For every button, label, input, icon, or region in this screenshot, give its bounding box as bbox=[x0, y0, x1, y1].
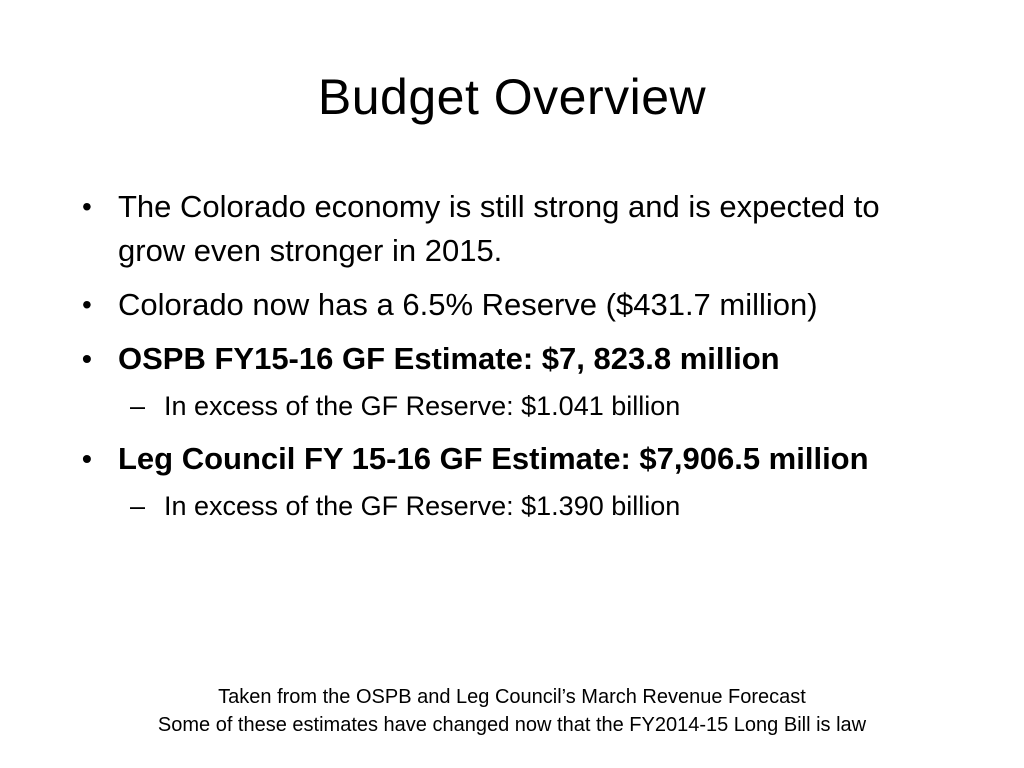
bullet-item: • Leg Council FY 15-16 GF Estimate: $7,9… bbox=[78, 437, 938, 481]
bullet-text: Colorado now has a 6.5% Reserve ($431.7 … bbox=[118, 287, 818, 322]
sub-bullet-marker: – bbox=[130, 491, 146, 521]
bullet-marker: • bbox=[82, 289, 92, 320]
bullet-item: • OSPB FY15-16 GF Estimate: $7, 823.8 mi… bbox=[78, 337, 938, 381]
footnote-line: Taken from the OSPB and Leg Council’s Ma… bbox=[218, 686, 806, 708]
slide-title: Budget Overview bbox=[317, 69, 707, 125]
bullet-text: Leg Council FY 15-16 GF Estimate: $7,906… bbox=[118, 441, 869, 476]
sub-bullet-marker: – bbox=[130, 391, 146, 421]
sub-bullet-text: In excess of the GF Reserve: $1.390 bill… bbox=[164, 491, 681, 521]
sub-bullet-item: – In excess of the GF Reserve: $1.390 bi… bbox=[78, 487, 938, 525]
bullet-list: • The Colorado economy is still strong a… bbox=[78, 185, 938, 537]
bullet-item: • Colorado now has a 6.5% Reserve ($431.… bbox=[78, 283, 938, 327]
bullet-marker: • bbox=[82, 443, 92, 474]
bullet-marker: • bbox=[82, 343, 92, 374]
bullet-text: The Colorado economy is still strong and… bbox=[118, 189, 880, 268]
bullet-item: • The Colorado economy is still strong a… bbox=[78, 185, 938, 273]
footnote: Taken from the OSPB and Leg Council’s Ma… bbox=[0, 683, 1024, 739]
bullet-text: OSPB FY15-16 GF Estimate: $7, 823.8 mill… bbox=[118, 341, 780, 376]
sub-bullet-text: In excess of the GF Reserve: $1.041 bill… bbox=[164, 391, 681, 421]
sub-bullet-item: – In excess of the GF Reserve: $1.041 bi… bbox=[78, 387, 938, 425]
bullet-marker: • bbox=[82, 191, 92, 222]
footnote-line: Some of these estimates have changed now… bbox=[157, 714, 867, 736]
